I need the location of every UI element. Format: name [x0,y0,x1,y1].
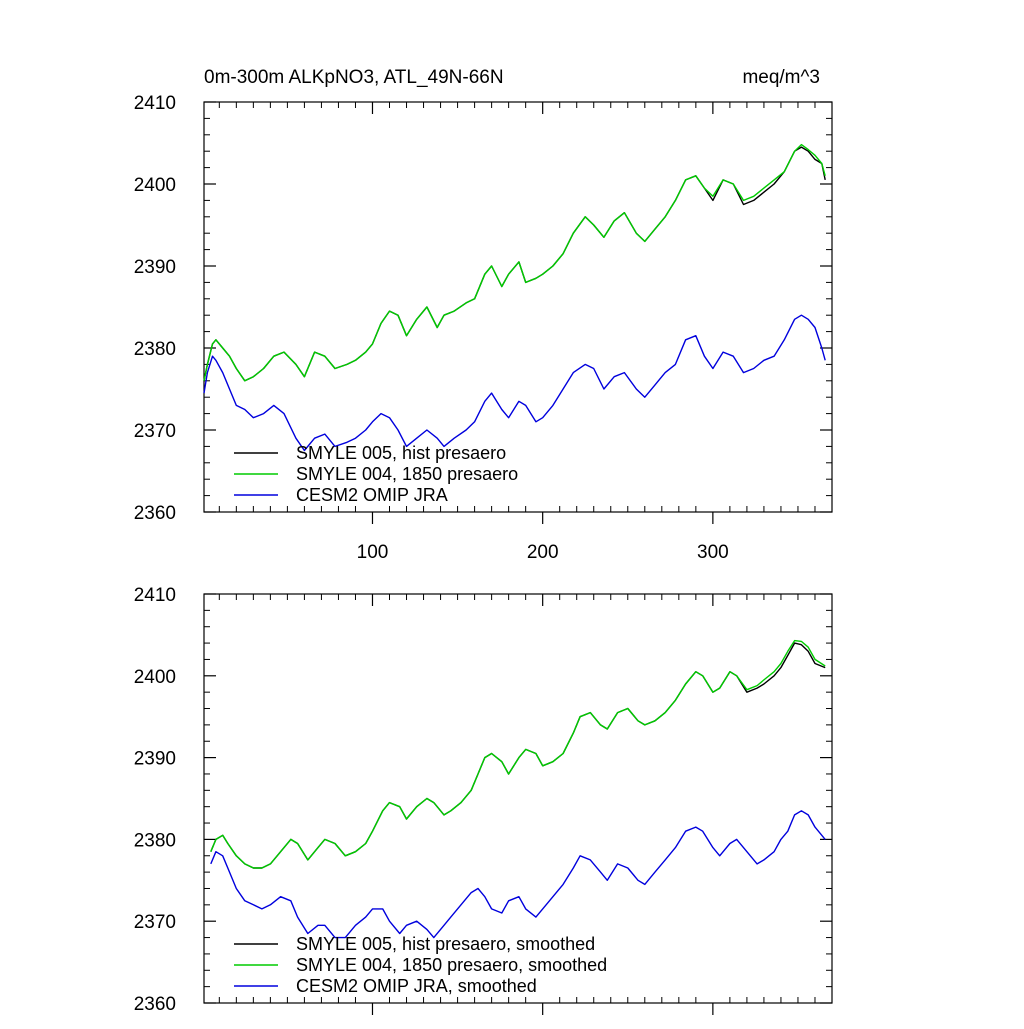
y-tick-label: 2410 [134,93,176,114]
series-line-3 [203,314,826,452]
legend-label-2: SMYLE 004, 1850 presaero, smoothed [296,955,607,975]
y-tick-label: 2370 [134,912,176,933]
legend: SMYLE 005, hist presaero, smoothedSMYLE … [234,934,607,996]
x-tick-label: 300 [697,542,729,563]
chart-title: 0m-300m ALKpNO3, ATL_49N-66N [204,67,504,88]
panels: 100 200 300 2360 2370 2380 2390 2400 2410 SMYLE 0… [134,93,833,1015]
y-tick-label: 2370 [134,421,176,442]
y-tick-label: 2360 [134,503,176,524]
y-tick-label: 2380 [134,830,176,851]
series-line-2 [210,639,826,869]
legend-label-1: SMYLE 005, hist presaero [296,443,506,463]
x-tick-label: 100 [357,542,389,563]
chart-panel-2: 2360 2370 2380 2390 2400 2410 SMYLE 005, hist … [134,585,833,1015]
y-tick-label: 2390 [134,257,176,278]
y-tick-label: 2400 [134,667,176,688]
y-tick-label: 2390 [134,749,176,770]
plot-frame [203,101,833,513]
y-tick-label: 2360 [134,994,176,1015]
series-line-3 [210,810,826,939]
legend-label-1: SMYLE 005, hist presaero, smoothed [296,934,595,954]
plot-frame [203,593,833,1004]
y-tick-label: 2410 [134,585,176,606]
legend-label-3: CESM2 OMIP JRA [296,485,448,505]
y-tick-label: 2380 [134,339,176,360]
legend-label-3: CESM2 OMIP JRA, smoothed [296,976,537,996]
series-line-2 [203,143,826,382]
series-line-1 [203,146,826,382]
x-tick-label: 200 [527,542,559,563]
y-tick-label: 2400 [134,175,176,196]
chart-panel-1: 100 200 300 2360 2370 2380 2390 2400 2410 SMYLE 0… [134,93,833,563]
series-line-1 [210,642,826,869]
units-label: meq/m^3 [742,67,820,88]
legend-label-2: SMYLE 004, 1850 presaero [296,464,518,484]
